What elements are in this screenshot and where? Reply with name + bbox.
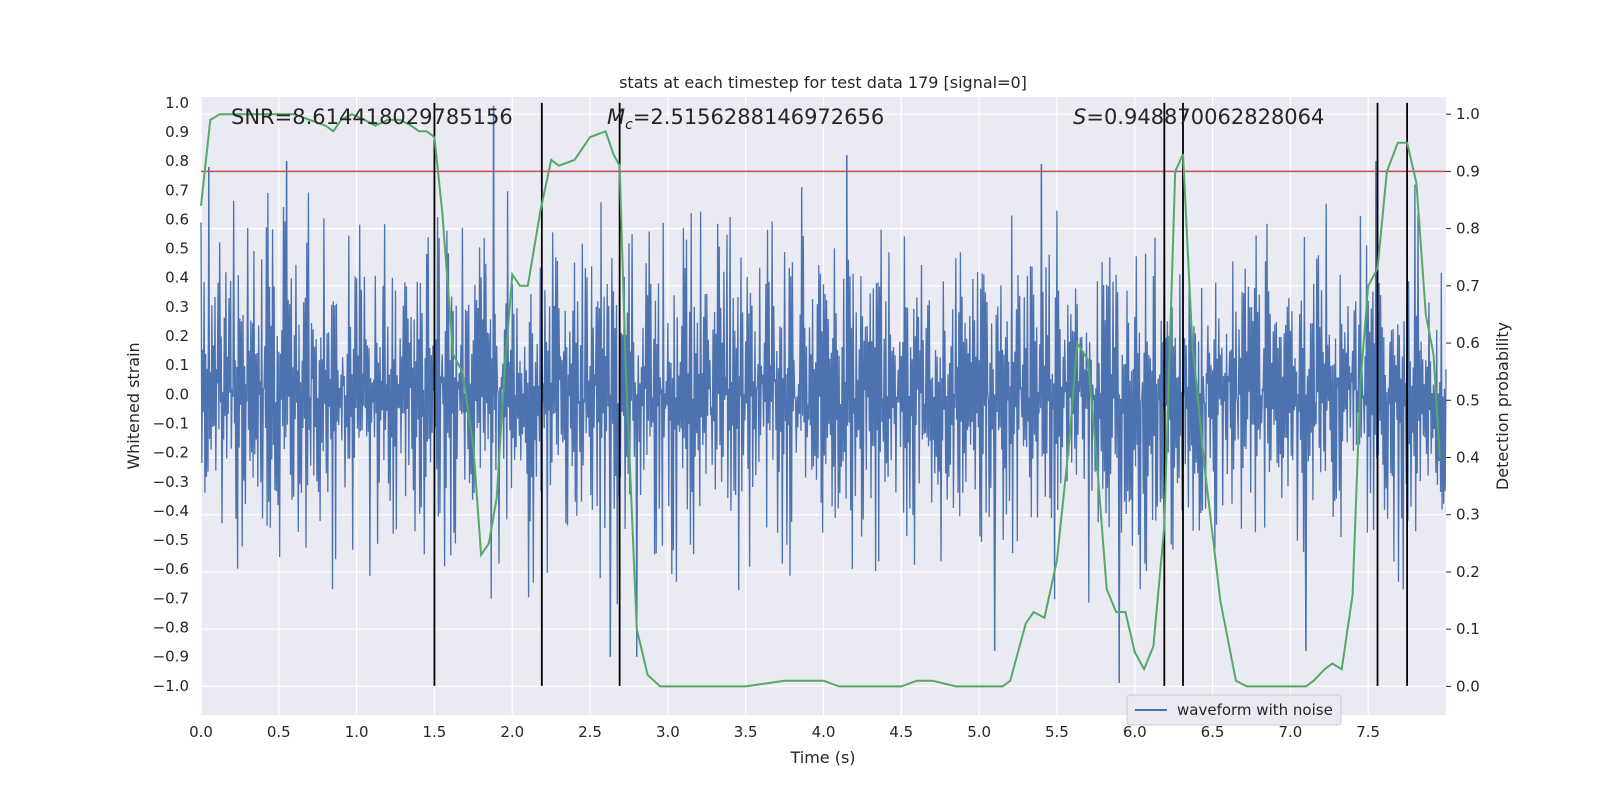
y-left-tick-label: −0.3: [153, 473, 189, 491]
y-left-tick-label: −1.0: [153, 677, 189, 695]
y-left-tick-label: 0.6: [165, 210, 189, 228]
x-tick-label: 6.0: [1123, 723, 1147, 741]
y-left-tick-label: 0.0: [165, 385, 189, 403]
x-axis-label: Time (s): [789, 748, 855, 767]
y-right-tick-label: 0.5: [1456, 391, 1480, 409]
y-left-tick-label: −0.8: [153, 619, 189, 637]
y-right-tick-label: 0.1: [1456, 620, 1480, 638]
y-right-tick-label: 1.0: [1456, 105, 1480, 123]
y-left-tick-label: 0.3: [165, 298, 189, 316]
y-left-tick-label: 0.1: [165, 356, 189, 374]
s-value: =0.948870062828064: [1086, 105, 1324, 129]
x-tick-label: 1.5: [423, 723, 447, 741]
snr-annotation: SNR=8.614418029785156: [231, 105, 513, 129]
y-right-tick-label: 0.8: [1456, 220, 1480, 238]
y-left-tick-label: −0.2: [153, 444, 189, 462]
y-left-tick-label: 0.2: [165, 327, 189, 345]
mc-annotation: Mc=2.5156288146972656: [607, 105, 884, 133]
s-annotation: S=0.948870062828064: [1073, 105, 1324, 129]
y-left-tick-label: −0.7: [153, 589, 189, 607]
x-tick-label: 1.0: [345, 723, 369, 741]
y-right-tick-label: 0.2: [1456, 563, 1480, 581]
y-axis-right-label: Detection probability: [1493, 322, 1512, 490]
waveform-line: [200, 105, 1447, 683]
y-left-tick-label: −0.4: [153, 502, 189, 520]
y-left-tick-label: 1.0: [165, 94, 189, 112]
x-tick-label: 2.0: [500, 723, 524, 741]
y-axis-left-label: Whitened strain: [124, 342, 143, 469]
x-tick-label: 0.5: [267, 723, 291, 741]
chart-title: stats at each timestep for test data 179…: [619, 73, 1027, 92]
x-tick-label: 7.5: [1356, 723, 1380, 741]
y-left-tick-label: 0.5: [165, 240, 189, 258]
x-tick-label: 3.0: [656, 723, 680, 741]
x-tick-label: 5.5: [1045, 723, 1069, 741]
x-tick-label: 7.0: [1278, 723, 1302, 741]
x-tick-labels: 0.0 0.5 1.0 1.5 2.0 2.5 3.0 3.5 4.0 4.5 5.0 5.5 6.0 6…: [189, 723, 1380, 741]
legend-entry: waveform with noise: [1177, 701, 1333, 719]
y-left-tick-label: 0.9: [165, 123, 189, 141]
x-tick-label: 0.0: [189, 723, 213, 741]
y-right-tick-label: 0.6: [1456, 334, 1480, 352]
x-tick-label: 2.5: [578, 723, 602, 741]
legend-box: [1126, 694, 1342, 726]
mc-value: =2.5156288146972656: [633, 105, 884, 129]
x-tick-label: 4.5: [889, 723, 913, 741]
y-left-tick-label: −0.9: [153, 648, 189, 666]
y-left-tick-label: −0.6: [153, 560, 189, 578]
x-tick-label: 5.0: [967, 723, 991, 741]
y-left-tick-label: −0.5: [153, 531, 189, 549]
y-left-tick-labels: 1.0 0.9 0.8 0.7 0.6 0.5 0.4 0.3 0.2 0.1 0.0 −0.1 −0.…: [153, 94, 189, 695]
legend: waveform with noise: [1126, 694, 1342, 726]
x-tick-label: 4.0: [812, 723, 836, 741]
mc-subscript: c: [625, 117, 633, 133]
y-right-tick-label: 0.3: [1456, 506, 1480, 524]
y-left-tick-label: 0.7: [165, 181, 189, 199]
y-right-tick-label: 0.4: [1456, 449, 1480, 467]
x-tick-label: 6.5: [1201, 723, 1225, 741]
y-right-tick-labels: 1.0 0.9 0.8 0.7 0.6 0.5 0.4 0.3 0.2 0.1 0.0: [1446, 105, 1480, 695]
y-right-tick-label: 0.7: [1456, 277, 1480, 295]
s-symbol: S: [1073, 105, 1086, 129]
probability-series: [200, 113, 1441, 688]
y-right-tick-label: 0.0: [1456, 677, 1480, 695]
y-left-tick-label: −0.1: [153, 414, 189, 432]
mc-symbol: M: [607, 105, 625, 129]
y-right-tick-label: 0.9: [1456, 162, 1480, 180]
y-left-tick-label: 0.8: [165, 152, 189, 170]
y-left-tick-label: 0.4: [165, 269, 189, 287]
waveform-series: [200, 105, 1447, 683]
x-tick-label: 3.5: [734, 723, 758, 741]
